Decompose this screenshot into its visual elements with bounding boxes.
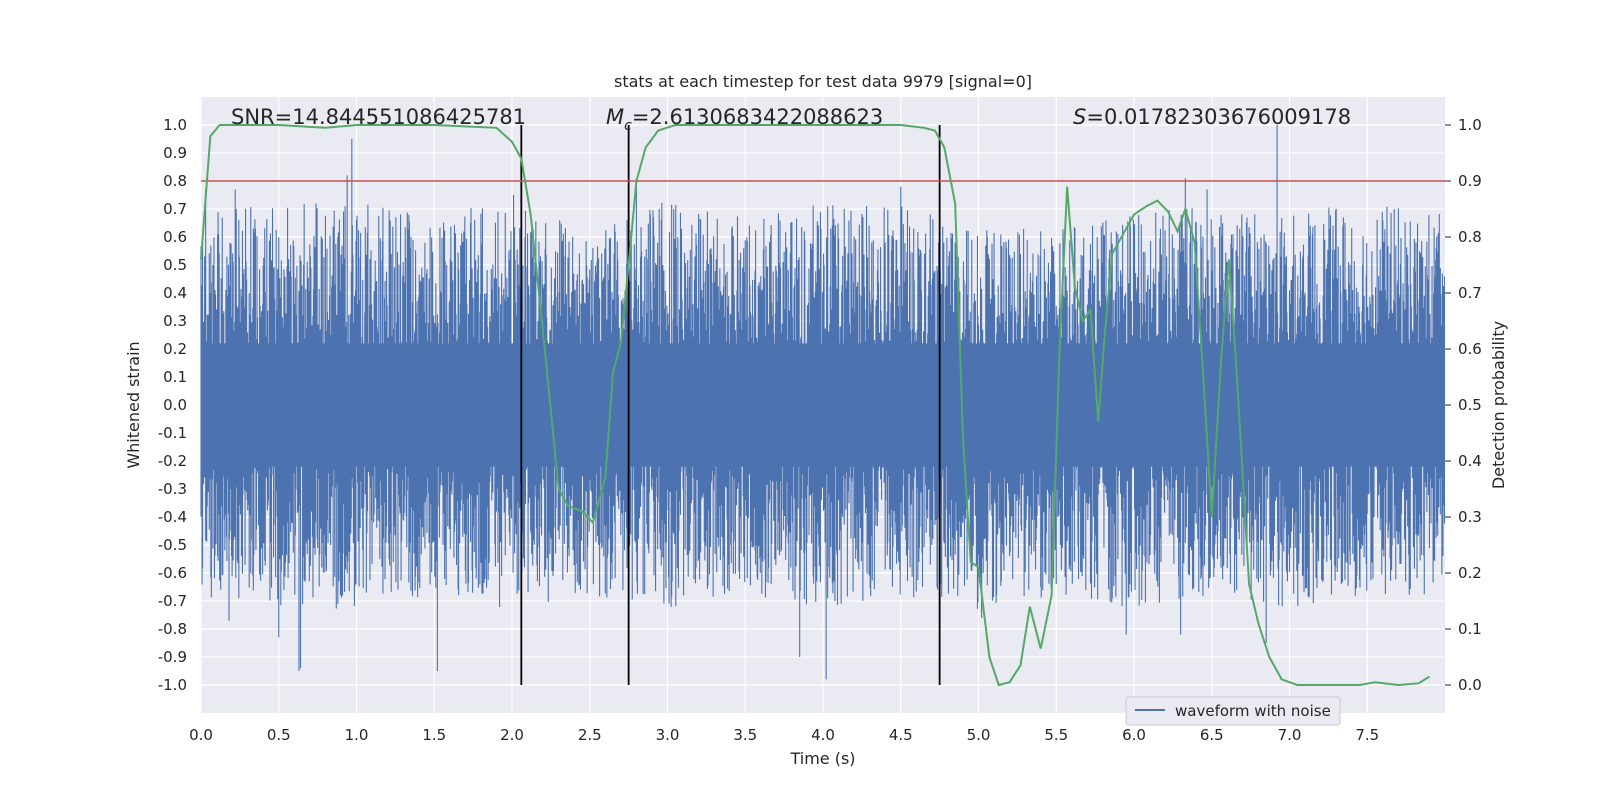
waveform-trace xyxy=(200,125,1446,680)
right-tick-label: 1.0 xyxy=(1458,116,1482,134)
x-tick-label: 7.5 xyxy=(1355,726,1379,744)
left-tick-label: -0.3 xyxy=(158,480,187,498)
legend-box xyxy=(1125,696,1341,726)
snr-annotation: SNR=14.844551086425781 xyxy=(231,105,526,129)
x-tick-label: 4.0 xyxy=(811,726,835,744)
x-tick-label: 2.0 xyxy=(500,726,524,744)
left-tick-label: -0.7 xyxy=(158,592,187,610)
left-tick-label: 0.6 xyxy=(163,228,187,246)
right-tick-label: 0.0 xyxy=(1458,676,1482,694)
x-tick-label: 0.5 xyxy=(267,726,291,744)
marker-lines xyxy=(520,125,941,685)
left-tick-label: 0.5 xyxy=(163,256,187,274)
x-tick-label: 6.0 xyxy=(1122,726,1146,744)
s-symbol: S xyxy=(1073,105,1086,129)
right-axis-label: Detection probability xyxy=(1489,321,1508,489)
x-tick-label: 7.0 xyxy=(1278,726,1302,744)
right-tick-label: 0.4 xyxy=(1458,452,1482,470)
probability-line xyxy=(200,124,1430,687)
left-axis-label: Whitened strain xyxy=(124,341,143,468)
mc-symbol: M xyxy=(606,105,624,129)
chirp-mass-annotation: Mc=2.6130683422088623 xyxy=(606,105,883,134)
mc-subscript: c xyxy=(624,118,632,134)
left-tick-label: 0.3 xyxy=(163,312,187,330)
x-axis-label: Time (s) xyxy=(789,749,855,768)
chart-title: stats at each timestep for test data 997… xyxy=(614,72,1032,91)
left-tick-label: 0.2 xyxy=(163,340,187,358)
mc-value: =2.6130683422088623 xyxy=(632,105,883,129)
left-tick-label: 0.4 xyxy=(163,284,187,302)
s-annotation: S=0.01782303676009178 xyxy=(1073,105,1351,129)
right-tick-label: 0.5 xyxy=(1458,396,1482,414)
legend: waveform with noise xyxy=(1125,696,1341,726)
left-tick-label: -0.4 xyxy=(158,508,187,526)
left-tick-label: -0.8 xyxy=(158,620,187,638)
left-axis-ticks: 1.0 0.9 0.8 0.7 0.6 0.5 0.4 0.3 0.2 0.1 0.0 -0.1 -0.… xyxy=(158,116,187,694)
x-tick-label: 1.0 xyxy=(345,726,369,744)
x-tick-label: 5.0 xyxy=(967,726,991,744)
x-tick-label: 5.5 xyxy=(1044,726,1068,744)
left-tick-label: -0.9 xyxy=(158,648,187,666)
left-tick-label: 0.1 xyxy=(163,368,187,386)
left-tick-label: -0.6 xyxy=(158,564,187,582)
x-tick-label: 3.5 xyxy=(733,726,757,744)
right-tick-label: 0.2 xyxy=(1458,564,1482,582)
legend-label: waveform with noise xyxy=(1175,702,1331,720)
x-tick-label: 2.5 xyxy=(578,726,602,744)
right-tick-label: 0.9 xyxy=(1458,172,1482,190)
left-tick-label: 0.0 xyxy=(163,396,187,414)
right-axis-ticks: 1.0 0.9 0.8 0.7 0.6 0.5 0.4 0.3 0.2 0.1 0.0 xyxy=(1445,116,1482,694)
x-tick-label: 0.0 xyxy=(189,726,213,744)
x-tick-label: 6.5 xyxy=(1200,726,1224,744)
left-tick-label: 0.8 xyxy=(163,172,187,190)
left-tick-label: -0.5 xyxy=(158,536,187,554)
s-value: =0.01782303676009178 xyxy=(1086,105,1351,129)
x-tick-label: 1.5 xyxy=(422,726,446,744)
left-tick-label: 0.7 xyxy=(163,200,187,218)
right-tick-label: 0.6 xyxy=(1458,340,1482,358)
right-tick-label: 0.3 xyxy=(1458,508,1482,526)
left-tick-label: -0.2 xyxy=(158,452,187,470)
right-tick-label: 0.7 xyxy=(1458,284,1482,302)
x-axis-ticks: 0.0 0.5 1.0 1.5 2.0 2.5 3.0 3.5 4.0 4.5 5.0 5.5 6.0 6… xyxy=(189,726,1379,744)
left-tick-label: 1.0 xyxy=(163,116,187,134)
left-tick-label: -1.0 xyxy=(158,676,187,694)
left-tick-label: 0.9 xyxy=(163,144,187,162)
left-tick-label: -0.1 xyxy=(158,424,187,442)
probability-series xyxy=(200,124,1430,687)
x-tick-label: 4.5 xyxy=(889,726,913,744)
right-tick-label: 0.1 xyxy=(1458,620,1482,638)
x-tick-label: 3.0 xyxy=(656,726,680,744)
right-tick-label: 0.8 xyxy=(1458,228,1482,246)
